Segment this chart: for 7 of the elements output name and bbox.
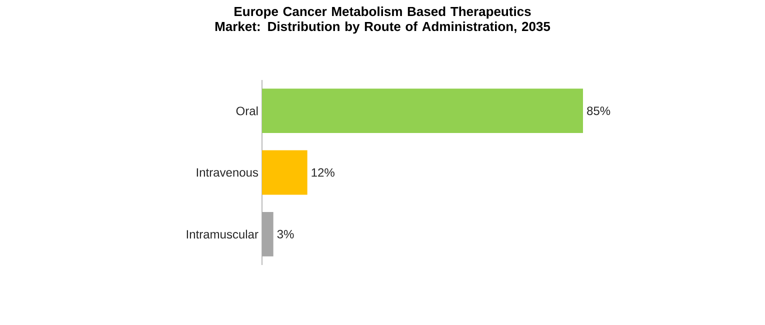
data-label: 3% — [277, 230, 294, 238]
y-tick-label: Intramuscular — [186, 230, 258, 239]
y-tick-label: Intravenous — [196, 168, 258, 177]
data-label: 12% — [312, 168, 334, 177]
data-label: 85% — [587, 106, 610, 116]
chart-title: Europe Cancer Metabolism Based Therapeutics Market: Distribution by Route of Administration, 2035 — [215, 6, 550, 34]
y-tick-label: Oral — [236, 106, 258, 116]
